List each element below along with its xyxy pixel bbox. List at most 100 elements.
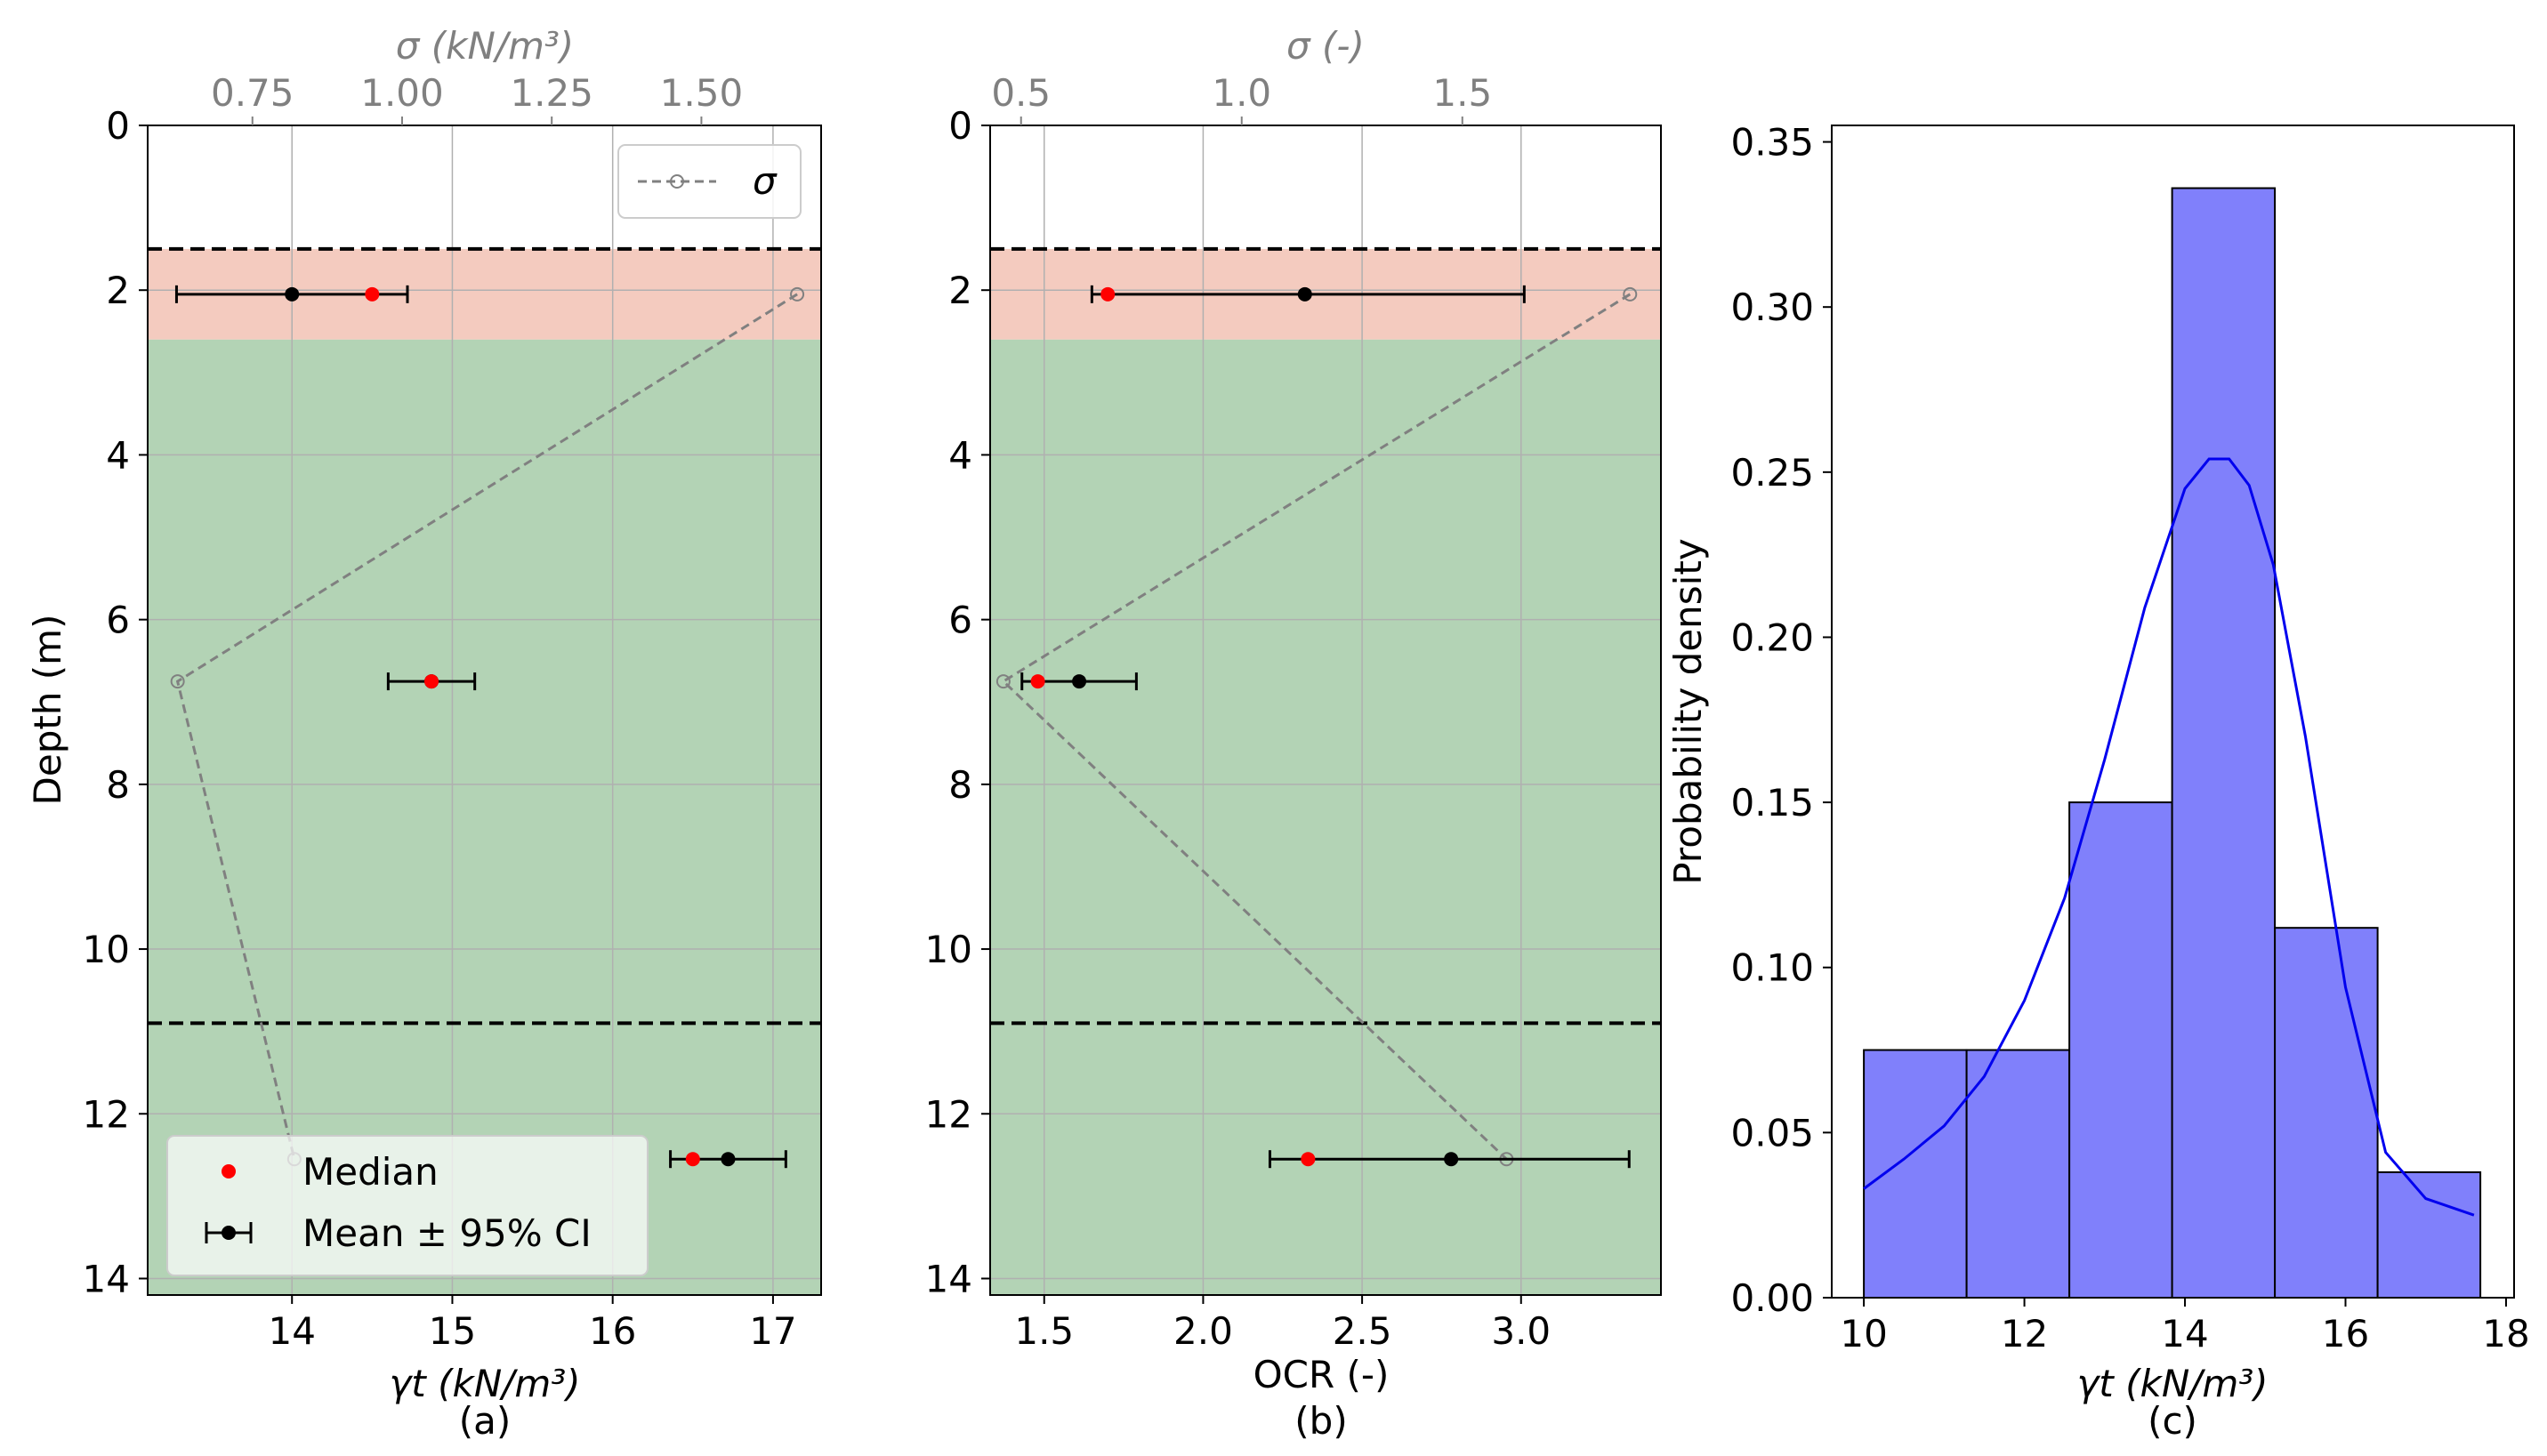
a-y-tick-label-3: 6 <box>106 599 130 642</box>
c-y-tick-label-3: 0.15 <box>1730 781 1814 825</box>
panel-a-y-ticks: 0 2 4 6 8 10 12 14 <box>83 104 148 1300</box>
panel-a-main-legend: Median Mean ± 95% CI <box>166 1135 649 1276</box>
c-x-tick-label-0: 10 <box>1840 1312 1887 1355</box>
panel-c-histogram-bars <box>1863 187 2482 1299</box>
c-x-tick-label-2: 14 <box>2161 1312 2208 1355</box>
histogram-bar-0 <box>1863 1049 1968 1299</box>
b-x-tick-label-3: 3.0 <box>1491 1309 1551 1353</box>
panel-a-y-label: Depth (m) <box>26 615 69 806</box>
mean-legend-label: Mean ± 95% CI <box>302 1211 592 1255</box>
b-y-tick-label-3: 6 <box>948 599 972 642</box>
c-y-tick-label-6: 0.30 <box>1730 286 1814 329</box>
panel-a-median-series <box>365 286 700 1167</box>
panel-a-x-ticks: 14 15 16 17 <box>268 1295 797 1353</box>
b-x-tick-label-2: 2.5 <box>1333 1309 1392 1353</box>
histogram-bar-2 <box>2068 801 2173 1299</box>
panel-a-caption: (a) <box>459 1399 512 1443</box>
panel-b-top-label: σ (-) <box>1286 24 1365 68</box>
sigma-legend-marker <box>670 174 684 189</box>
histogram-bar-1 <box>1965 1049 2071 1299</box>
b-median-point-1 <box>1030 674 1045 689</box>
panel-c-frame <box>1831 125 2515 1299</box>
a-top-tick-label-3: 1.50 <box>660 71 744 115</box>
panel-a-sigma-legend: σ <box>617 144 802 219</box>
b-top-tick-label-0: 0.5 <box>991 71 1051 115</box>
panel-a-top-ticks: 0.75 1.00 1.25 1.50 <box>211 71 743 125</box>
panel-c-caption: (c) <box>2148 1399 2197 1443</box>
c-x-tick-label-4: 18 <box>2482 1312 2529 1355</box>
panel-b-x-label: OCR (-) <box>1253 1353 1390 1396</box>
a-median-point-0 <box>365 286 380 302</box>
a-y-tick-label-1: 2 <box>106 269 130 312</box>
b-mean-point-1 <box>1072 674 1087 689</box>
a-mean-point-0 <box>285 286 300 302</box>
c-x-tick-label-3: 16 <box>2322 1312 2369 1355</box>
b-y-tick-label-6: 12 <box>925 1092 972 1136</box>
histogram-bar-3 <box>2171 187 2277 1299</box>
median-legend-label: Median <box>302 1150 439 1194</box>
a-y-tick-label-4: 8 <box>106 763 130 807</box>
b-y-tick-label-1: 2 <box>948 269 972 312</box>
a-median-point-1 <box>424 674 439 689</box>
a-y-tick-label-6: 12 <box>83 1092 130 1136</box>
panel-a-top-label: σ (kN/m³) <box>396 24 574 68</box>
b-x-tick-label-1: 2.0 <box>1173 1309 1233 1353</box>
a-x-tick-label-0: 14 <box>268 1309 315 1353</box>
a-top-tick-label-0: 0.75 <box>211 71 294 115</box>
panel-b-median-series <box>1030 286 1316 1167</box>
panel-a-x-label: γt (kN/m³) <box>389 1362 580 1405</box>
panel-c-x-label: γt (kN/m³) <box>2076 1362 2268 1405</box>
b-mean-point-2 <box>1444 1152 1459 1167</box>
c-y-tick-label-2: 0.10 <box>1730 946 1814 990</box>
c-x-tick-label-1: 12 <box>2001 1312 2048 1355</box>
panel-a-frame <box>147 125 822 1296</box>
histogram-bar-4 <box>2274 927 2379 1299</box>
b-top-tick-label-1: 1.0 <box>1212 71 1271 115</box>
median-legend-marker <box>222 1164 236 1178</box>
a-sigma-point-1 <box>170 674 185 689</box>
panel-b-frame <box>989 125 1662 1296</box>
c-y-tick-label-7: 0.35 <box>1730 121 1814 165</box>
a-y-tick-label-5: 10 <box>83 928 130 971</box>
panel-c-x-ticks: 10 12 14 16 18 <box>1840 1298 2530 1355</box>
b-sigma-point-0 <box>1623 286 1638 302</box>
panel-b-x-ticks: 1.5 2.0 2.5 3.0 <box>1014 1295 1551 1353</box>
panel-b-top-ticks: 0.5 1.0 1.5 <box>991 71 1492 125</box>
panel-b-y-ticks: 0 2 4 6 8 10 12 14 <box>925 104 990 1300</box>
a-y-tick-label-2: 4 <box>106 433 130 477</box>
panel-b-caption: (b) <box>1294 1399 1347 1443</box>
c-y-tick-label-1: 0.05 <box>1730 1111 1814 1154</box>
b-y-tick-label-2: 4 <box>948 433 972 477</box>
a-mean-point-2 <box>721 1152 736 1167</box>
c-y-tick-label-4: 0.20 <box>1730 615 1814 659</box>
a-y-tick-label-0: 0 <box>106 104 130 148</box>
panel-b-layers <box>990 248 1661 1295</box>
a-top-tick-label-2: 1.25 <box>510 71 593 115</box>
a-x-tick-label-1: 15 <box>429 1309 476 1353</box>
b-top-tick-label-2: 1.5 <box>1432 71 1492 115</box>
a-sigma-line <box>175 293 798 1160</box>
b-sigma-line <box>1001 293 1632 1161</box>
b-mean-point-0 <box>1297 286 1312 302</box>
panel-c-y-label: Probability density <box>1666 538 1710 884</box>
b-y-tick-label-5: 10 <box>925 928 972 971</box>
panel-b: 1.5 2.0 2.5 3.0 0 2 4 6 8 10 12 14 0.5 1.0 1.5 OCR (… <box>925 24 1662 1443</box>
a-median-point-2 <box>685 1152 700 1167</box>
mean-legend-marker <box>222 1226 236 1240</box>
panel-b-layer-boundaries <box>990 246 1661 1026</box>
main-legend-box <box>166 1135 649 1276</box>
c-y-tick-label-5: 0.25 <box>1730 451 1814 495</box>
b-median-point-0 <box>1100 286 1116 302</box>
histogram-bar-5 <box>2376 1170 2482 1299</box>
a-x-tick-label-2: 16 <box>589 1309 636 1353</box>
b-layer-band-1 <box>990 339 1661 1295</box>
a-sigma-point-0 <box>790 286 805 302</box>
sigma-legend-label: σ <box>753 159 778 203</box>
b-y-tick-label-4: 8 <box>948 763 972 807</box>
panel-a: 14 15 16 17 0 2 4 6 8 10 12 14 0.75 1.00 1.25 1.50 σ … <box>26 24 822 1443</box>
panel-c-y-ticks: 0.00 0.05 0.10 0.15 0.20 0.25 0.30 0.35 <box>1730 121 1832 1320</box>
a-top-tick-label-1: 1.00 <box>360 71 444 115</box>
b-x-tick-label-0: 1.5 <box>1014 1309 1074 1353</box>
panel-c-density-curve <box>1863 457 2475 1217</box>
